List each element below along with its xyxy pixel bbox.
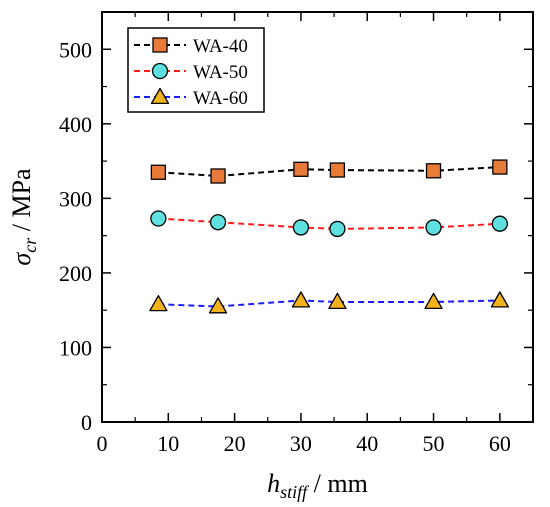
x-tick-label: 20 (224, 431, 246, 456)
data-point (149, 295, 168, 312)
legend: WA-40 WA-50 WA-60 (127, 27, 265, 113)
y-tick-label: 400 (59, 112, 92, 137)
series-line (158, 217, 500, 230)
series-line (158, 299, 500, 308)
legend-label: WA-50 (193, 62, 248, 83)
data-point (424, 292, 443, 310)
plot-area (101, 11, 534, 423)
data-point (425, 163, 442, 179)
legend-item: WA-60 (134, 87, 248, 109)
y-tick-label: 0 (81, 410, 92, 435)
x-tick-label: 50 (423, 431, 445, 456)
data-point (208, 297, 228, 314)
x-tick-label: 60 (489, 431, 511, 456)
data-point (329, 220, 346, 238)
data-point (209, 214, 227, 231)
x-tick-label: 0 (97, 431, 108, 456)
legend-marker (150, 87, 170, 105)
data-point (329, 162, 346, 178)
data-point (291, 291, 311, 308)
data-point (491, 215, 508, 232)
x-tick-label: 30 (290, 431, 312, 456)
x-tick-label: 10 (157, 431, 179, 456)
x-axis-subscript: stiff (280, 482, 310, 502)
x-tick-label: 40 (356, 431, 378, 456)
y-axis-symbol: σ (7, 252, 36, 266)
series-wa-60 (149, 291, 509, 314)
x-axis-unit: / mm (307, 469, 368, 498)
legend-label: WA-60 (193, 88, 248, 109)
legend-marker (151, 62, 169, 80)
data-point (210, 168, 226, 184)
x-axis-symbol: h (267, 469, 280, 498)
legend-item: WA-40 (134, 36, 248, 57)
data-point (492, 159, 508, 175)
series-line (158, 166, 500, 178)
x-axis-title: hstiff / mm (267, 469, 368, 502)
series-wa-40 (150, 159, 508, 184)
y-tick-label: 100 (59, 335, 92, 360)
series-wa-50 (150, 210, 508, 238)
legend-label: WA-40 (193, 36, 248, 57)
plot-frame (101, 11, 534, 423)
legend-marker (152, 37, 168, 53)
y-tick-label: 200 (59, 261, 92, 286)
data-point (425, 219, 442, 236)
data-point (150, 210, 167, 227)
legend-frame (127, 27, 265, 113)
y-axis: 0 100 200 300 400 500 (59, 11, 533, 435)
y-axis-title: σcr / MPa (7, 168, 40, 266)
legend-item: WA-50 (134, 62, 248, 83)
series-layer (149, 159, 509, 314)
data-point (292, 219, 310, 236)
y-axis-subscript: cr (20, 237, 40, 253)
data-point (490, 291, 509, 308)
y-axis-unit: / MPa (7, 168, 36, 238)
x-axis: 0 10 20 30 40 50 60 (97, 12, 511, 456)
data-point (150, 164, 167, 180)
data-point (328, 292, 347, 310)
data-point (293, 161, 309, 177)
y-tick-label: 300 (59, 186, 92, 211)
y-tick-label: 500 (59, 37, 92, 62)
